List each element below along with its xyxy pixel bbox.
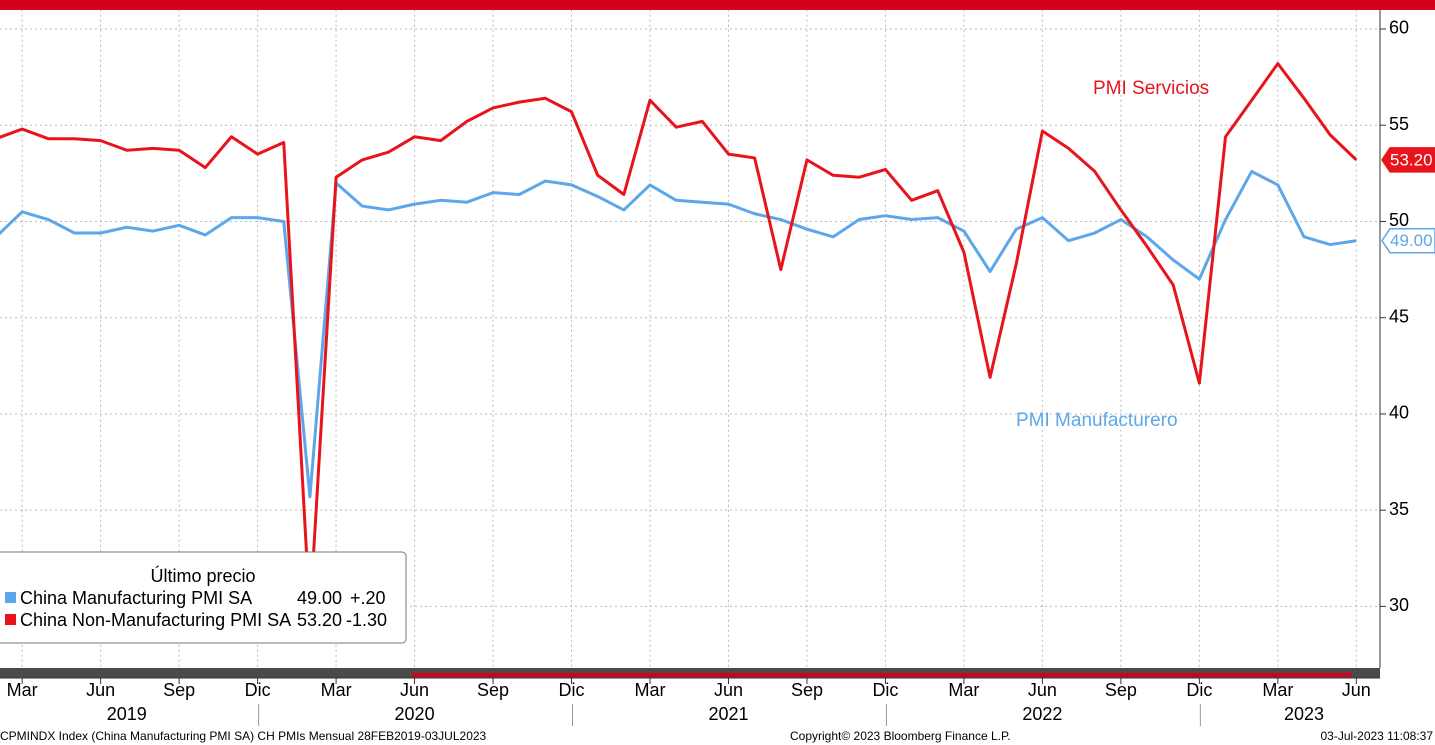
x-tick-label: Jun [86, 680, 115, 700]
x-tick-label: Dic [1186, 680, 1212, 700]
y-tick-label: 60 [1389, 18, 1409, 38]
x-tick-label: Jun [1342, 680, 1371, 700]
legend-change: +.20 [350, 588, 386, 608]
footer-copyright: Copyright© 2023 Bloomberg Finance L.P. [790, 729, 1011, 743]
x-tick-label: Jun [400, 680, 429, 700]
x-tick-label: Mar [948, 680, 979, 700]
x-tick-label: Sep [163, 680, 195, 700]
scroll-range [412, 673, 1352, 677]
legend-change: -1.30 [346, 610, 387, 630]
footer-source: CPMINDX Index (China Manufacturing PMI S… [0, 729, 487, 743]
last-value-tag [1381, 227, 1435, 254]
x-tick-label: Dic [872, 680, 898, 700]
legend-value: 53.20 [297, 610, 342, 630]
top-bar [0, 0, 1435, 10]
legend-swatch [5, 614, 16, 625]
year-label: 2022 [1022, 704, 1062, 724]
axis-labels: 30 35 40 45 50 55 60 Mar Jun Sep Dic Mar Jun Sep Dic Ma… [7, 18, 1435, 726]
year-label: 2021 [708, 704, 748, 724]
legend-title: Último precio [150, 565, 255, 586]
last-value-label: 49.00 [1390, 231, 1433, 250]
x-tick-label: Sep [477, 680, 509, 700]
x-tick-label: Dic [559, 680, 585, 700]
last-value-label: 53.20 [1390, 150, 1433, 169]
footer-date: 03-Jul-2023 11:08:37 [1320, 729, 1433, 743]
x-tick-label: Mar [635, 680, 666, 700]
legend-entry: China Manufacturing PMI SA [20, 588, 252, 608]
series-line [0, 62, 1358, 616]
legend-box [0, 551, 407, 644]
legend-swatch [5, 592, 16, 603]
y-tick-label: 50 [1389, 210, 1409, 230]
x-tick-label: Dic [245, 680, 271, 700]
y-tick-label: 45 [1389, 306, 1409, 326]
y-tick-label: 40 [1389, 403, 1409, 423]
annotation: PMI Manufacturero [1016, 410, 1178, 431]
legend: Último precio China Manufacturing PMI SA… [0, 551, 407, 644]
lines [0, 62, 1358, 616]
last-value-tag [1381, 147, 1435, 173]
legend-entry: China Non-Manufacturing PMI SA [20, 610, 291, 630]
x-tick-label: Jun [714, 680, 743, 700]
y-tick-label: 35 [1389, 499, 1409, 519]
x-tick-label: Jun [1028, 680, 1057, 700]
y-tick-label: 55 [1389, 114, 1409, 134]
y-tick-label: 30 [1389, 595, 1409, 615]
annotation: PMI Servicios [1093, 78, 1209, 99]
x-tick-label: Mar [1262, 680, 1293, 700]
year-label: 2023 [1284, 704, 1324, 724]
x-tick-label: Sep [791, 680, 823, 700]
year-label: 2020 [395, 704, 435, 724]
legend-value: 49.00 [297, 588, 342, 608]
x-tick-label: Mar [7, 680, 38, 700]
series-line [0, 169, 1357, 499]
year-label: 2019 [107, 704, 147, 724]
x-tick-label: Mar [321, 680, 352, 700]
x-tick-label: Sep [1105, 680, 1137, 700]
